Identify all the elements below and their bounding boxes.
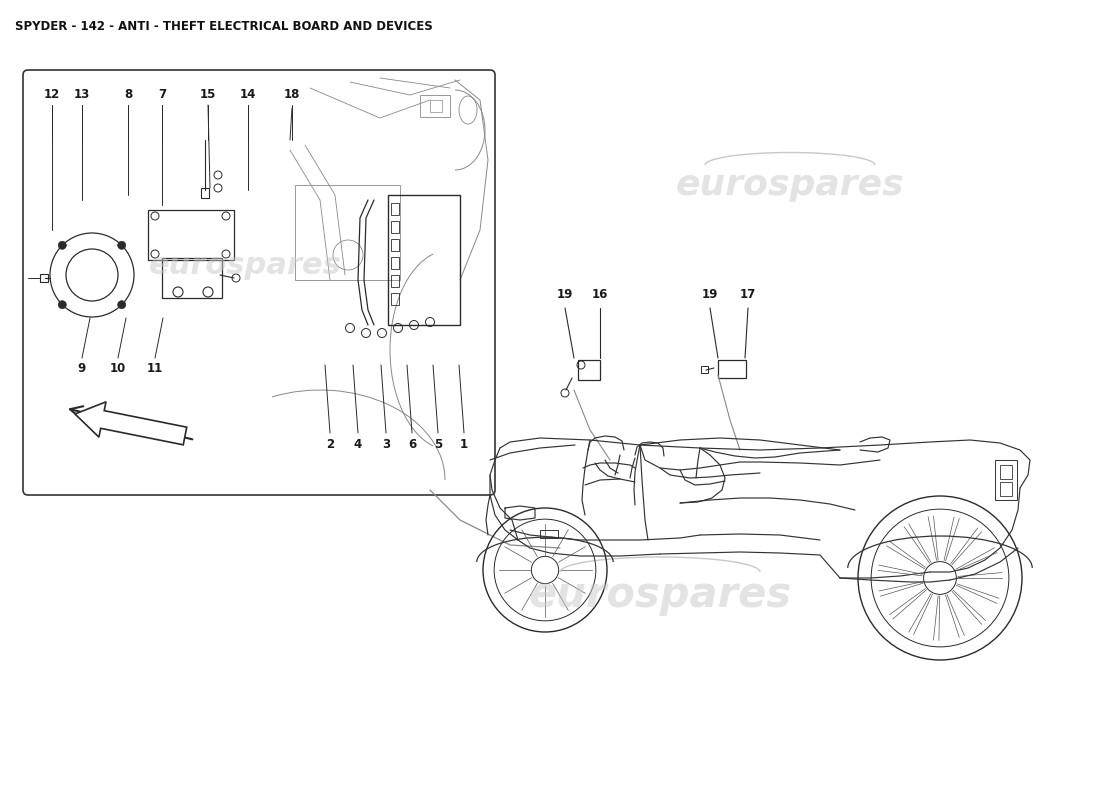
Circle shape — [58, 301, 66, 309]
Bar — [390, 275, 399, 287]
Text: 3: 3 — [382, 438, 390, 451]
Circle shape — [58, 242, 66, 250]
Text: 8: 8 — [124, 89, 132, 102]
Text: 15: 15 — [200, 89, 217, 102]
Text: 19: 19 — [702, 289, 718, 302]
Text: 1: 1 — [460, 438, 469, 451]
Bar — [162, 258, 222, 298]
Text: SPYDER - 142 - ANTI - THEFT ELECTRICAL BOARD AND DEVICES: SPYDER - 142 - ANTI - THEFT ELECTRICAL B… — [15, 20, 432, 33]
Bar — [295, 185, 400, 280]
Text: 2: 2 — [326, 438, 334, 451]
Text: 18: 18 — [284, 89, 300, 102]
Circle shape — [118, 242, 125, 250]
Bar — [201, 188, 209, 198]
Bar — [390, 221, 399, 233]
Text: 12: 12 — [44, 89, 60, 102]
Text: 11: 11 — [147, 362, 163, 374]
Bar — [40, 274, 48, 282]
Bar — [420, 95, 450, 117]
Text: 17: 17 — [740, 289, 756, 302]
Bar — [388, 195, 460, 325]
Bar — [1000, 482, 1012, 496]
Text: eurospares: eurospares — [528, 574, 792, 616]
Bar — [390, 257, 399, 269]
Text: eurospares: eurospares — [148, 250, 341, 279]
Bar — [390, 203, 399, 215]
Bar — [718, 360, 746, 378]
Text: 10: 10 — [110, 362, 126, 374]
Bar — [430, 100, 442, 112]
Circle shape — [118, 301, 125, 309]
Text: 16: 16 — [592, 289, 608, 302]
Bar — [578, 360, 600, 380]
Text: eurospares: eurospares — [675, 168, 904, 202]
Bar — [390, 293, 399, 305]
Bar — [148, 210, 234, 260]
Bar — [701, 366, 708, 373]
Bar — [1000, 465, 1012, 479]
Text: 14: 14 — [240, 89, 256, 102]
Bar — [390, 239, 399, 251]
Text: 5: 5 — [433, 438, 442, 451]
Text: 4: 4 — [354, 438, 362, 451]
FancyArrow shape — [75, 402, 187, 445]
Text: 7: 7 — [158, 89, 166, 102]
Bar — [996, 460, 1018, 500]
Text: 9: 9 — [78, 362, 86, 374]
FancyBboxPatch shape — [23, 70, 495, 495]
Text: 19: 19 — [557, 289, 573, 302]
Text: 6: 6 — [408, 438, 416, 451]
Bar — [540, 530, 558, 538]
Text: 13: 13 — [74, 89, 90, 102]
